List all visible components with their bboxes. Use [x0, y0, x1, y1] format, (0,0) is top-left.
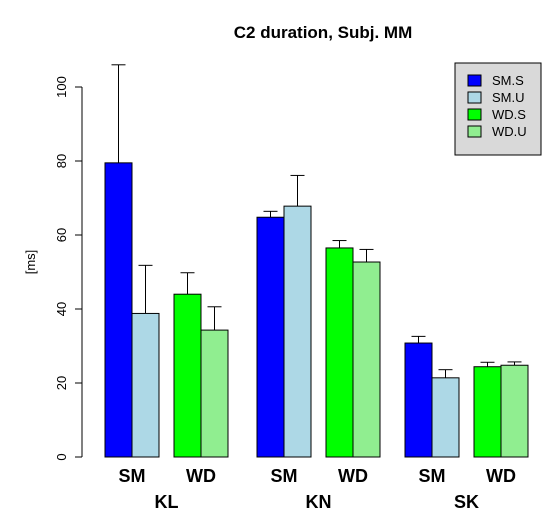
x-label-kn-wd: WD: [338, 466, 368, 486]
bar-kl-wd-u: [200, 329, 229, 458]
legend-label-wd-u: WD.U: [492, 124, 527, 139]
y-axis: 0 20 40 60 80 100: [54, 76, 83, 461]
x-label-kn-sm: SM: [271, 466, 298, 486]
y-tick-label: 100: [54, 76, 69, 98]
y-tick-label: 40: [54, 302, 69, 316]
legend-swatch-wd-s: [467, 108, 482, 121]
y-tick-label: 0: [54, 453, 69, 460]
error-bars: [111, 64, 522, 378]
legend-swatch-sm-s: [467, 74, 482, 87]
y-tick-label: 80: [54, 154, 69, 168]
legend: SM.S SM.U WD.S WD.U: [454, 62, 542, 156]
x-label-sk-wd: WD: [486, 466, 516, 486]
bar-sk-wd-u: [500, 364, 529, 458]
bar-kn-wd-s: [325, 247, 354, 458]
bar-kl-sm-s: [104, 162, 133, 458]
legend-label-sm-u: SM.U: [492, 90, 525, 105]
bar-kl-sm-u: [131, 312, 160, 458]
cluster-label-sk: SK: [454, 492, 479, 512]
bar-sk-sm-u: [431, 377, 460, 458]
y-tick-label: 60: [54, 228, 69, 242]
y-axis-label: [ms]: [23, 250, 38, 275]
bar-series: [104, 162, 529, 458]
cluster-label-kl: KL: [155, 492, 179, 512]
bar-sk-sm-s: [404, 342, 433, 458]
y-tick-label: 20: [54, 376, 69, 390]
bar-sk-wd-s: [473, 366, 502, 458]
cluster-label-kn: KN: [306, 492, 332, 512]
x-label-sk-sm: SM: [419, 466, 446, 486]
x-label-kl-wd: WD: [186, 466, 216, 486]
legend-swatch-wd-u: [467, 125, 482, 138]
x-axis-labels: SM WD KL SM WD KN SM WD SK: [119, 466, 517, 512]
bar-kl-wd-s: [173, 293, 202, 458]
legend-swatch-sm-u: [467, 91, 482, 104]
bar-kn-wd-u: [352, 261, 381, 458]
chart-title: C2 duration, Subj. MM: [234, 23, 413, 42]
legend-label-wd-s: WD.S: [492, 107, 526, 122]
bar-kn-sm-s: [256, 216, 285, 458]
bar-kn-sm-u: [283, 205, 312, 458]
x-label-kl-sm: SM: [119, 466, 146, 486]
legend-label-sm-s: SM.S: [492, 73, 524, 88]
